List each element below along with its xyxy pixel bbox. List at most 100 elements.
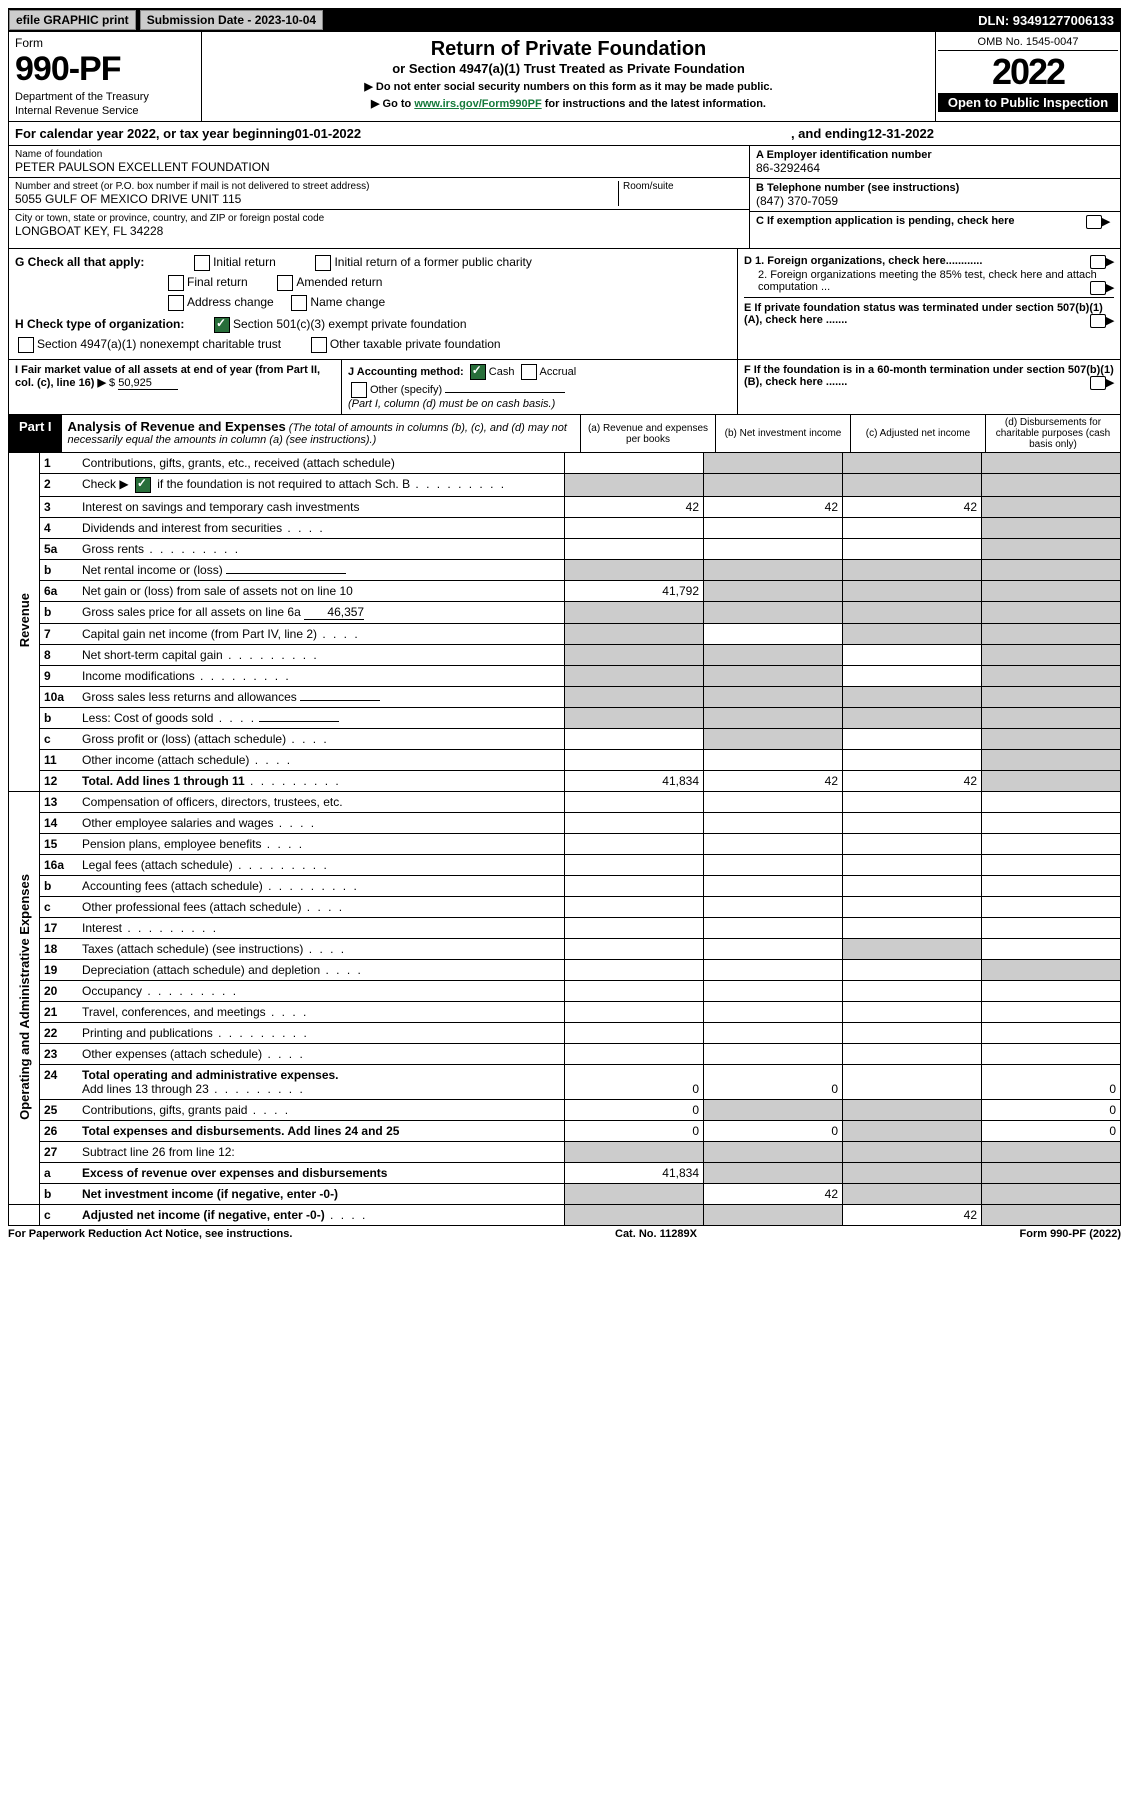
amt-b [704, 687, 843, 708]
amt-a [565, 474, 704, 497]
line-num: 15 [40, 834, 79, 855]
amt-c [843, 1121, 982, 1142]
cal-begin: 01-01-2022 [295, 126, 362, 141]
blank-side [9, 1205, 40, 1226]
exemption-label: C If exemption application is pending, c… [756, 215, 1015, 227]
g-initial-return-checkbox[interactable] [194, 255, 210, 271]
amt-c [843, 602, 982, 624]
g-opt-5: Name change [310, 295, 385, 309]
g-opt-3: Amended return [296, 275, 382, 289]
cal-end: 12-31-2022 [868, 126, 935, 141]
amt-a [565, 939, 704, 960]
line-num: 23 [40, 1044, 79, 1065]
l10b: Less: Cost of goods sold [82, 711, 213, 725]
line-num: b [40, 560, 79, 581]
dln-number: DLN: 93491277006133 [978, 13, 1120, 28]
amt-c [843, 518, 982, 539]
line-num: 24 [40, 1065, 79, 1100]
amt-c [843, 813, 982, 834]
amt-c [843, 1044, 982, 1065]
amt-a: 42 [565, 497, 704, 518]
amt-d [982, 645, 1121, 666]
table-row: c Adjusted net income (if negative, ente… [9, 1205, 1121, 1226]
amt-c [843, 1163, 982, 1184]
irs-link[interactable]: www.irs.gov/Form990PF [414, 98, 541, 110]
j-opt-2: Other (specify) [370, 384, 442, 396]
e-checkbox[interactable] [1090, 314, 1106, 328]
amt-a [565, 645, 704, 666]
amt-c [843, 792, 982, 813]
amt-c [843, 918, 982, 939]
amt-c [843, 687, 982, 708]
table-row: 15 Pension plans, employee benefits [9, 834, 1121, 855]
line-num: 10a [40, 687, 79, 708]
amt-d [982, 1163, 1121, 1184]
h-4947-checkbox[interactable] [18, 337, 34, 353]
g-amended-checkbox[interactable] [277, 275, 293, 291]
j-cash-checkbox[interactable] [470, 364, 486, 380]
amt-a [565, 1184, 704, 1205]
amt-a [565, 708, 704, 729]
j-other-input[interactable] [445, 392, 565, 393]
part-1-title-cell: Analysis of Revenue and Expenses (The to… [62, 415, 580, 452]
g-row-3: Address change Name change [165, 295, 731, 311]
f-checkbox[interactable] [1090, 376, 1106, 390]
j-other-checkbox[interactable] [351, 382, 367, 398]
table-row: 7 Capital gain net income (from Part IV,… [9, 624, 1121, 645]
l8: Net short-term capital gain [82, 648, 223, 662]
opex-side-label: Operating and Administrative Expenses [9, 792, 40, 1205]
efile-print-button[interactable]: efile GRAPHIC print [9, 10, 136, 30]
schb-checkbox[interactable] [135, 477, 151, 493]
amt-a [565, 1002, 704, 1023]
city-state-zip: LONGBOAT KEY, FL 34228 [15, 224, 743, 238]
amt-a [565, 813, 704, 834]
g-initial-former-checkbox[interactable] [315, 255, 331, 271]
amt-a: 0 [565, 1121, 704, 1142]
g-final-return-checkbox[interactable] [168, 275, 184, 291]
header-center: Return of Private Foundation or Section … [202, 32, 935, 121]
l10a-input[interactable] [300, 700, 380, 701]
d2-label: 2. Foreign organizations meeting the 85%… [758, 269, 1097, 293]
line-desc: Printing and publications [78, 1023, 565, 1044]
l4: Dividends and interest from securities [82, 521, 282, 535]
cal-mid: , and ending [791, 126, 868, 141]
amt-d [982, 813, 1121, 834]
line-num: 8 [40, 645, 79, 666]
h-other-taxable-checkbox[interactable] [311, 337, 327, 353]
amt-a: 41,834 [565, 1163, 704, 1184]
ein-cell: A Employer identification number 86-3292… [750, 146, 1120, 179]
line-desc: Contributions, gifts, grants, etc., rece… [78, 453, 565, 474]
l5b-input[interactable] [226, 573, 346, 574]
line-desc: Adjusted net income (if negative, enter … [78, 1205, 565, 1226]
line-desc: Gross rents [78, 539, 565, 560]
name-label: Name of foundation [15, 149, 743, 160]
table-row: 11 Other income (attach schedule) [9, 750, 1121, 771]
g-name-change-checkbox[interactable] [291, 295, 307, 311]
d2-checkbox[interactable] [1090, 281, 1106, 295]
amt-a [565, 624, 704, 645]
d1-checkbox[interactable] [1090, 255, 1106, 269]
h-501c3-checkbox[interactable] [214, 317, 230, 333]
page-footer: For Paperwork Reduction Act Notice, see … [8, 1226, 1121, 1240]
amt-b [704, 602, 843, 624]
line-desc: Taxes (attach schedule) (see instruction… [78, 939, 565, 960]
g-opt-4: Address change [187, 295, 274, 309]
line-desc: Capital gain net income (from Part IV, l… [78, 624, 565, 645]
exemption-checkbox[interactable] [1086, 215, 1102, 229]
line-num: 2 [40, 474, 79, 497]
amt-c [843, 855, 982, 876]
j-accrual-checkbox[interactable] [521, 364, 537, 380]
l10b-input[interactable] [259, 721, 339, 722]
g-address-change-checkbox[interactable] [168, 295, 184, 311]
amt-b: 42 [704, 497, 843, 518]
submission-date: Submission Date - 2023-10-04 [140, 10, 323, 30]
amt-a [565, 834, 704, 855]
table-row: Revenue 1 Contributions, gifts, grants, … [9, 453, 1121, 474]
amt-a [565, 666, 704, 687]
l11: Other income (attach schedule) [82, 753, 249, 767]
amt-a [565, 918, 704, 939]
amt-d [982, 708, 1121, 729]
d1-label: D 1. Foreign organizations, check here..… [744, 255, 982, 267]
table-row: 27 Subtract line 26 from line 12: [9, 1142, 1121, 1163]
form-number: 990-PF [15, 50, 195, 89]
